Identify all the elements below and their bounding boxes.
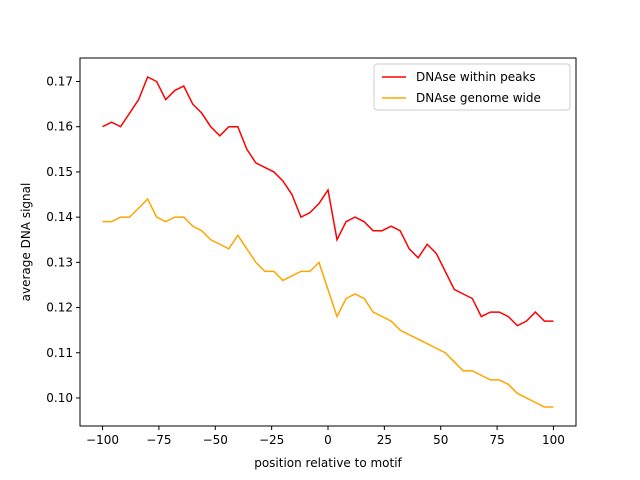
legend-label: DNAse genome wide <box>416 91 541 105</box>
x-tick-label: 100 <box>542 433 565 447</box>
x-tick-label: −75 <box>146 433 171 447</box>
axes-frame <box>79 57 577 427</box>
y-tick-label: 0.16 <box>46 120 73 134</box>
line-series <box>102 197 554 408</box>
y-axis-label: average DNA signal <box>19 183 33 302</box>
x-tick-label: −50 <box>203 433 228 447</box>
line-series <box>102 75 554 327</box>
y-tick-label: 0.12 <box>46 301 73 315</box>
x-tick-label: −100 <box>86 433 119 447</box>
x-tick-label: −25 <box>259 433 284 447</box>
legend-label: DNAse within peaks <box>416 70 536 84</box>
legend-box <box>373 63 571 111</box>
y-tick-label: 0.17 <box>46 75 73 89</box>
y-tick-label: 0.10 <box>46 391 73 405</box>
y-tick-label: 0.15 <box>46 165 73 179</box>
x-axis-label: position relative to motif <box>254 456 402 470</box>
x-tick-label: 50 <box>433 433 448 447</box>
x-tick-label: 25 <box>377 433 392 447</box>
y-tick-label: 0.11 <box>46 346 73 360</box>
y-tick-label: 0.13 <box>46 255 73 269</box>
x-tick-label: 0 <box>324 433 332 447</box>
x-tick-label: 75 <box>489 433 504 447</box>
y-tick-label: 0.14 <box>46 210 73 224</box>
